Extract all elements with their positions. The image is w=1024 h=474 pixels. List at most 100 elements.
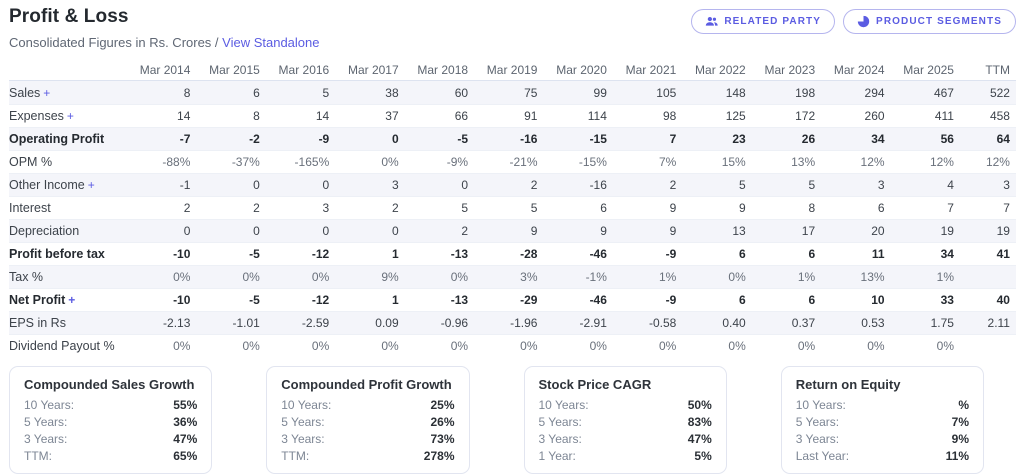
cell-value: 0% xyxy=(242,270,260,284)
column-header: Mar 2017 xyxy=(347,63,399,77)
cell-value: -1.01 xyxy=(232,316,260,330)
cell-value: 66 xyxy=(454,109,469,123)
column-header: Mar 2025 xyxy=(903,63,954,77)
card-row-value: 36% xyxy=(173,415,198,429)
table-header-row: Mar 2014 Mar 2015 Mar 2016 Mar 2017 Mar 2018… xyxy=(9,60,1016,81)
card-row: 10 Years: 50% xyxy=(539,397,712,414)
row-label-text: Profit before tax xyxy=(9,247,105,261)
table-row: Interest 2 2 3 2 5 5 6 9 9 8 6 7 7 xyxy=(9,196,1016,219)
cell-value: 11 xyxy=(871,247,885,261)
column-header: Mar 2014 xyxy=(139,63,191,77)
cell-value: 4 xyxy=(947,178,954,192)
cell-value: 13 xyxy=(732,224,746,238)
cell-value: 38 xyxy=(385,85,399,100)
card-row-label: 3 Years: xyxy=(281,432,325,446)
card-row: 10 Years: 25% xyxy=(281,397,454,414)
column-header: Mar 2023 xyxy=(764,63,816,77)
view-standalone-link[interactable]: View Standalone xyxy=(222,35,320,50)
table-row: Dividend Payout % 0% 0% 0% 0% 0% 0% 0% 0% 0% 0% 0% 0… xyxy=(9,334,1016,357)
cell-value: 7 xyxy=(1003,201,1010,215)
cell-value: 3 xyxy=(391,178,399,192)
cell-value: 411 xyxy=(934,109,954,123)
cell-value: -2.13 xyxy=(163,316,191,330)
card-row: 3 Years: 47% xyxy=(539,431,712,448)
row-label: EPS in Rs xyxy=(9,316,127,330)
cell-value: 14 xyxy=(177,109,191,123)
row-label[interactable]: Other Income + xyxy=(9,178,127,192)
cell-value: 5 xyxy=(530,201,538,215)
card-row: 10 Years: 55% xyxy=(24,397,197,414)
cell-value: -28 xyxy=(520,247,538,261)
cell-value: 8 xyxy=(183,85,191,100)
cell-value: 0% xyxy=(589,339,607,353)
pie-chart-icon xyxy=(857,15,870,28)
cell-value: 3% xyxy=(520,270,538,284)
card-title: Stock Price CAGR xyxy=(538,377,652,392)
cell-value: -10 xyxy=(173,293,191,307)
cell-value: 6 xyxy=(600,201,607,215)
card-row: TTM: 278% xyxy=(281,448,454,465)
card-row-value: 47% xyxy=(687,432,712,446)
cell-value: -16 xyxy=(520,132,538,146)
row-label[interactable]: Expenses + xyxy=(9,109,127,123)
card-row-label: 3 Years: xyxy=(795,432,840,446)
subtitle-text: Consolidated Figures in Rs. Crores / xyxy=(9,35,219,50)
cell-value: 99 xyxy=(593,85,607,100)
cell-value: -2 xyxy=(249,132,260,146)
cell-value: 9 xyxy=(739,201,746,215)
cell-value: 6 xyxy=(739,247,746,261)
cell-value: 0 xyxy=(391,132,399,146)
cell-value: 0% xyxy=(450,270,469,284)
related-party-button[interactable]: Related Party xyxy=(691,9,836,34)
cell-value: 522 xyxy=(989,85,1010,100)
card-row-value: 65% xyxy=(173,449,198,463)
cell-value: 20 xyxy=(871,224,885,238)
cell-value: 0 xyxy=(461,178,469,192)
card-title: Compounded Profit Growth xyxy=(281,377,452,392)
row-label[interactable]: Sales + xyxy=(9,86,127,100)
row-label-text: Other Income xyxy=(9,178,85,192)
card-row: 3 Years: 73% xyxy=(281,431,454,448)
cell-value: 0% xyxy=(450,339,469,353)
cell-value: 5 xyxy=(808,178,816,192)
cell-value: 2 xyxy=(391,201,399,215)
row-label: Interest xyxy=(9,201,127,215)
cell-value: 0% xyxy=(520,339,538,353)
card-row-value: 50% xyxy=(687,398,712,412)
card-row-value: 5% xyxy=(694,449,712,463)
cell-value: -1% xyxy=(585,270,607,284)
card-row-label: 5 Years: xyxy=(538,415,582,429)
cell-value: -46 xyxy=(589,293,607,307)
cell-value: 7 xyxy=(669,132,677,146)
table-row: Other Income + -1 0 0 3 0 2 -16 2 5 5 3 4 3 xyxy=(9,173,1016,196)
cell-value: -12 xyxy=(311,247,330,261)
cell-value: 0% xyxy=(173,270,191,284)
expand-plus-icon[interactable]: + xyxy=(87,178,95,192)
cell-value: 0% xyxy=(797,339,816,353)
cell-value: -5 xyxy=(249,293,260,307)
cell-value: 7% xyxy=(658,155,677,169)
cell-value: 0 xyxy=(253,224,260,238)
row-label[interactable]: Net Profit + xyxy=(9,293,127,307)
product-segments-button[interactable]: Product Segments xyxy=(843,9,1016,34)
cell-value: 0% xyxy=(381,339,399,353)
cell-value: 0% xyxy=(936,339,954,353)
cell-value: 2 xyxy=(183,201,191,215)
card-row: 10 Years:% xyxy=(796,397,969,414)
column-header: Mar 2024 xyxy=(833,63,885,77)
card-row-label: 3 Years: xyxy=(538,432,582,446)
cell-value: -15% xyxy=(578,155,607,169)
cell-value: -7 xyxy=(179,132,191,146)
row-label-text: Sales xyxy=(9,85,41,100)
cell-value: 0.09 xyxy=(375,316,399,330)
card-row: Last Year: 11% xyxy=(796,448,969,465)
cell-value: 0% xyxy=(658,339,677,353)
expand-plus-icon[interactable]: + xyxy=(66,109,74,123)
cell-value: 15% xyxy=(721,155,746,169)
cell-value: 105 xyxy=(656,85,677,100)
expand-plus-icon[interactable]: + xyxy=(43,85,51,100)
cell-value: 198 xyxy=(795,85,816,100)
cell-value: 12% xyxy=(985,155,1010,169)
expand-plus-icon[interactable]: + xyxy=(68,293,76,307)
card-row-label: TTM: xyxy=(24,449,52,463)
